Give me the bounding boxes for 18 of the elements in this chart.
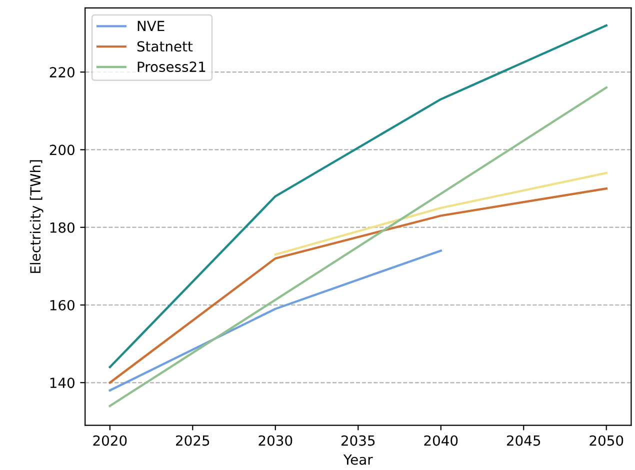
line-series: [108, 187, 608, 384]
x-tick-label: 2030: [258, 435, 292, 446]
y-tick-label: 180: [50, 222, 74, 233]
legend-label: Prosess21: [138, 62, 206, 72]
y-tick-label: 200: [50, 144, 74, 156]
x-tick-label: 2025: [176, 435, 210, 446]
x-tick-label: 2020: [93, 435, 127, 446]
y-tick-label: 220: [50, 67, 74, 78]
y-tick-label: 140: [50, 378, 74, 388]
x-tick-label: 2035: [341, 435, 375, 446]
legend-label: NVE: [138, 20, 164, 32]
x-axis-title: Year: [343, 454, 373, 465]
x-tick-label: 2040: [424, 435, 458, 446]
y-axis-title: Electricity [TWh]: [30, 160, 44, 273]
x-tick-label: 2045: [506, 435, 540, 446]
legend-label: Statnett: [137, 41, 193, 52]
y-tick-label: 160: [50, 300, 74, 310]
x-tick-label: 2050: [590, 435, 624, 446]
